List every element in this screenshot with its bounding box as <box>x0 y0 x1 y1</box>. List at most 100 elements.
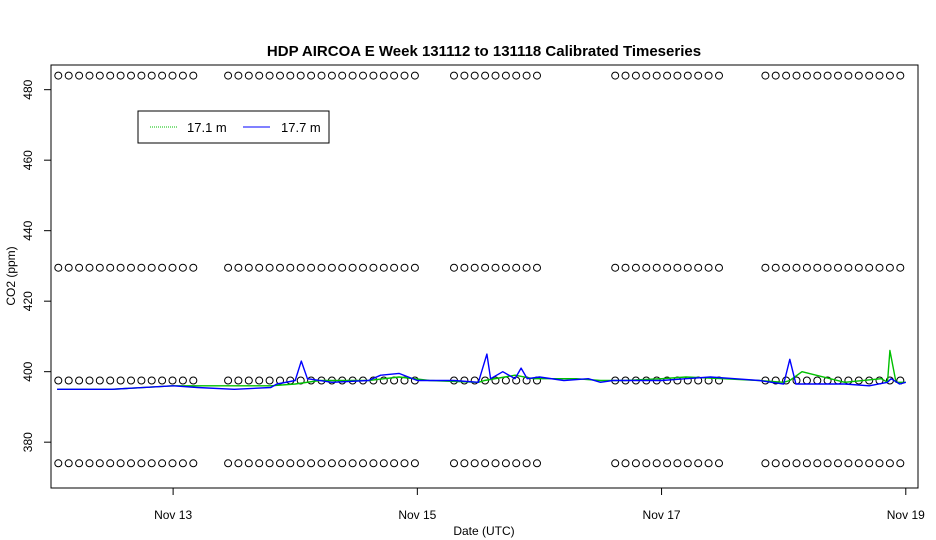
reference-point <box>369 459 378 468</box>
reference-point <box>834 71 842 80</box>
reference-point <box>317 459 326 468</box>
reference-point <box>158 376 167 385</box>
reference-point <box>865 459 874 468</box>
reference-point <box>75 263 84 272</box>
reference-point <box>224 376 233 385</box>
reference-point <box>147 459 156 468</box>
reference-point <box>491 71 500 80</box>
reference-point <box>276 263 284 272</box>
reference-point <box>704 71 713 80</box>
reference-point <box>189 459 198 468</box>
reference-point <box>673 263 682 272</box>
y-tick-label: 480 <box>21 79 35 99</box>
reference-point <box>178 71 187 80</box>
reference-point <box>64 71 73 80</box>
x-tick-label: Nov 15 <box>398 508 436 522</box>
reference-point <box>286 459 295 468</box>
reference-point <box>400 459 409 468</box>
x-tick-label: Nov 13 <box>154 508 192 522</box>
reference-point <box>802 263 811 272</box>
y-tick-label: 420 <box>21 291 35 311</box>
reference-point <box>481 263 490 272</box>
reference-point <box>255 263 264 272</box>
reference-point <box>189 71 198 80</box>
reference-point <box>359 263 367 272</box>
reference-point <box>642 71 651 80</box>
reference-point <box>823 459 832 468</box>
reference-point <box>307 263 316 272</box>
reference-point <box>460 263 469 272</box>
reference-point <box>875 71 884 80</box>
reference-point <box>802 71 811 80</box>
reference-point <box>348 459 357 468</box>
reference-point <box>158 459 167 468</box>
reference-point <box>782 263 791 272</box>
reference-point <box>64 459 73 468</box>
reference-point <box>694 263 703 272</box>
reference-point <box>178 459 187 468</box>
reference-point <box>501 376 510 385</box>
reference-point <box>54 71 63 80</box>
reference-point <box>663 459 672 468</box>
reference-point <box>771 71 780 80</box>
reference-point <box>844 376 853 385</box>
reference-point <box>761 459 770 468</box>
reference-point <box>116 459 125 468</box>
reference-point <box>501 263 510 272</box>
reference-point <box>327 71 336 80</box>
reference-point <box>512 71 521 80</box>
reference-point <box>265 376 274 385</box>
reference-point <box>379 459 388 468</box>
reference-point <box>244 376 253 385</box>
reference-point <box>844 263 853 272</box>
reference-point <box>127 71 135 80</box>
reference-point <box>865 263 874 272</box>
reference-point <box>813 376 822 385</box>
reference-point <box>178 263 187 272</box>
reference-point <box>854 459 863 468</box>
reference-point <box>621 459 630 468</box>
reference-point <box>127 459 135 468</box>
reference-point <box>470 376 479 385</box>
reference-point <box>410 263 419 272</box>
reference-point <box>875 459 884 468</box>
reference-point <box>147 263 156 272</box>
reference-point <box>611 263 620 272</box>
reference-point <box>265 71 274 80</box>
chart-title: HDP AIRCOA E Week 131112 to 131118 Calib… <box>267 43 701 60</box>
reference-point <box>307 71 316 80</box>
reference-point <box>106 459 115 468</box>
reference-point <box>761 71 770 80</box>
reference-point <box>611 71 620 80</box>
reference-point <box>168 263 177 272</box>
x-tick-label: Nov 17 <box>643 508 681 522</box>
reference-point <box>400 71 409 80</box>
reference-point <box>694 459 703 468</box>
reference-point <box>307 459 316 468</box>
reference-point <box>265 263 274 272</box>
reference-point <box>621 71 630 80</box>
reference-point <box>147 376 156 385</box>
reference-point <box>85 263 94 272</box>
reference-point <box>75 459 84 468</box>
reference-point <box>782 71 791 80</box>
reference-point <box>792 263 801 272</box>
reference-point <box>296 263 305 272</box>
reference-point <box>792 71 801 80</box>
reference-point <box>802 459 811 468</box>
reference-point <box>652 263 661 272</box>
reference-point <box>106 263 115 272</box>
reference-point <box>296 71 305 80</box>
reference-point <box>348 71 357 80</box>
series-line-17-1-m <box>57 349 906 390</box>
series-line-17-7-m <box>57 353 906 390</box>
reference-point <box>885 263 894 272</box>
reference-point <box>410 459 419 468</box>
reference-point <box>127 263 135 272</box>
reference-point <box>652 459 661 468</box>
reference-point <box>348 263 357 272</box>
reference-point <box>255 376 264 385</box>
reference-point <box>512 263 521 272</box>
reference-point <box>64 263 73 272</box>
